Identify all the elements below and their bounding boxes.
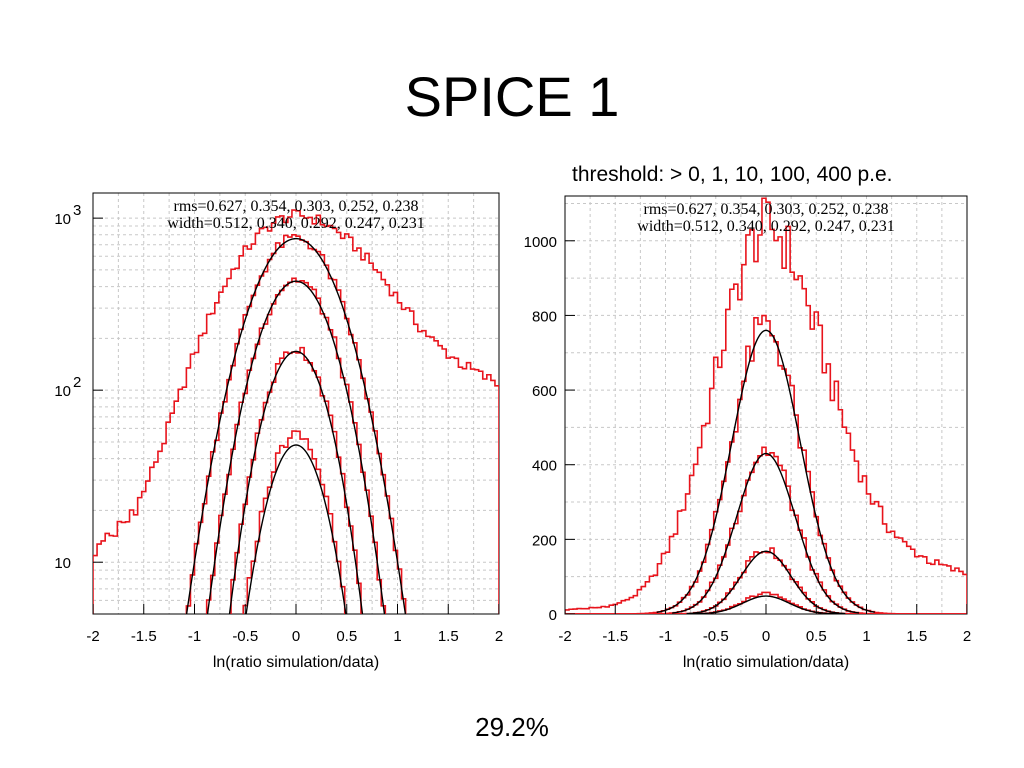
histogram-series-1 xyxy=(565,197,967,614)
gaussian-fit-3 xyxy=(228,350,364,614)
gaussian-fit-3 xyxy=(686,550,846,614)
linear-histogram-plot: -2 -1.5 -1 -0.5 0 0.5 1 1.5 2 ln(ratio simulation… xyxy=(524,195,971,671)
x-tick-label: -2 xyxy=(558,628,571,645)
x-tick-label: -2 xyxy=(86,628,99,645)
y-tick-label: 1000 xyxy=(524,234,557,251)
fit-group xyxy=(656,329,875,614)
y-tick-exponent: 3 xyxy=(73,202,81,219)
x-tick-label: -1.5 xyxy=(131,628,157,645)
y-tick-label: 0 xyxy=(549,607,557,624)
y-tick-label: 600 xyxy=(532,383,557,400)
gaussian-fit-1 xyxy=(185,237,407,614)
slide-title: SPICE 1 xyxy=(404,65,620,128)
footer-percentage: 29.2% xyxy=(475,712,549,742)
x-tick-label: -0.5 xyxy=(703,628,729,645)
histogram-series-1 xyxy=(93,209,499,614)
x-tick-label: 0 xyxy=(762,628,770,645)
x-tick-label: 0 xyxy=(292,628,300,645)
x-tick-label: -0.5 xyxy=(232,628,258,645)
x-tick-label: -1 xyxy=(659,628,672,645)
y-tick-label: 200 xyxy=(532,532,557,549)
x-tick-label: 2 xyxy=(963,628,971,645)
gaussian-fit-2 xyxy=(672,452,860,614)
width-stat-text: width=0.512, 0.340, 0.292, 0.247, 0.231 xyxy=(167,215,424,232)
x-tick-label: 0.5 xyxy=(806,628,827,645)
y-tick-label: 10 xyxy=(54,383,71,400)
gaussian-fit-4 xyxy=(691,595,840,614)
x-axis-label: ln(ratio simulation/data) xyxy=(683,654,849,671)
histogram-series-5 xyxy=(93,430,499,614)
x-tick-label: 2 xyxy=(495,628,503,645)
gaussian-fit-2 xyxy=(206,280,386,614)
y-tick-label: 400 xyxy=(532,458,557,475)
histogram-series-2 xyxy=(93,234,499,614)
grid-lines xyxy=(565,196,967,614)
rms-stat-text: rms=0.627, 0.354, 0.303, 0.252, 0.238 xyxy=(173,198,418,215)
threshold-note: threshold: > 0, 1, 10, 100, 400 p.e. xyxy=(572,163,893,186)
x-tick-label: -1.5 xyxy=(602,628,628,645)
log-histogram-plot: -2 -1.5 -1 -0.5 0 0.5 1 1.5 2 ln(ratio simulation… xyxy=(54,192,503,671)
x-tick-label: -1 xyxy=(188,628,201,645)
histogram-series-4 xyxy=(93,346,499,614)
y-tick-label: 800 xyxy=(532,308,557,325)
x-tick-label: 1 xyxy=(862,628,870,645)
x-tick-label: 1 xyxy=(393,628,401,645)
histogram-series-5 xyxy=(565,591,967,614)
gaussian-fit-4 xyxy=(245,444,347,614)
histogram-group xyxy=(93,209,499,614)
y-tick-exponent: 2 xyxy=(73,374,81,391)
histogram-group xyxy=(565,197,967,614)
x-tick-label: 1.5 xyxy=(438,628,459,645)
rms-stat-text: rms=0.627, 0.354, 0.303, 0.252, 0.238 xyxy=(643,201,888,218)
width-stat-text: width=0.512, 0.340, 0.292, 0.247, 0.231 xyxy=(637,218,894,235)
y-tick-label: 10 xyxy=(54,555,71,572)
x-axis-label: ln(ratio simulation/data) xyxy=(213,654,379,671)
x-tick-label: 0.5 xyxy=(336,628,357,645)
gaussian-fit-1 xyxy=(656,329,875,613)
x-tick-label: 1.5 xyxy=(906,628,927,645)
histogram-series-3 xyxy=(93,277,499,614)
y-tick-label: 10 xyxy=(54,211,71,228)
grid-lines xyxy=(93,193,499,614)
fit-group xyxy=(185,237,407,614)
